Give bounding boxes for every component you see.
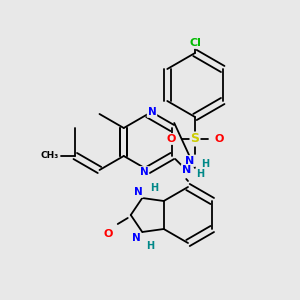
Text: S: S (190, 133, 200, 146)
Text: H: H (201, 159, 209, 169)
Text: O: O (103, 229, 112, 239)
Text: CH₃: CH₃ (40, 152, 58, 160)
Text: N: N (148, 107, 156, 117)
Text: Cl: Cl (189, 38, 201, 48)
Text: N: N (132, 233, 141, 243)
Text: N: N (140, 167, 148, 177)
Text: N: N (134, 187, 142, 197)
Text: H: H (146, 241, 154, 251)
Text: H: H (150, 183, 158, 193)
Text: O: O (214, 134, 224, 144)
Text: H: H (196, 169, 204, 179)
Text: N: N (185, 156, 195, 166)
Text: O: O (166, 134, 176, 144)
Text: N: N (182, 165, 191, 175)
